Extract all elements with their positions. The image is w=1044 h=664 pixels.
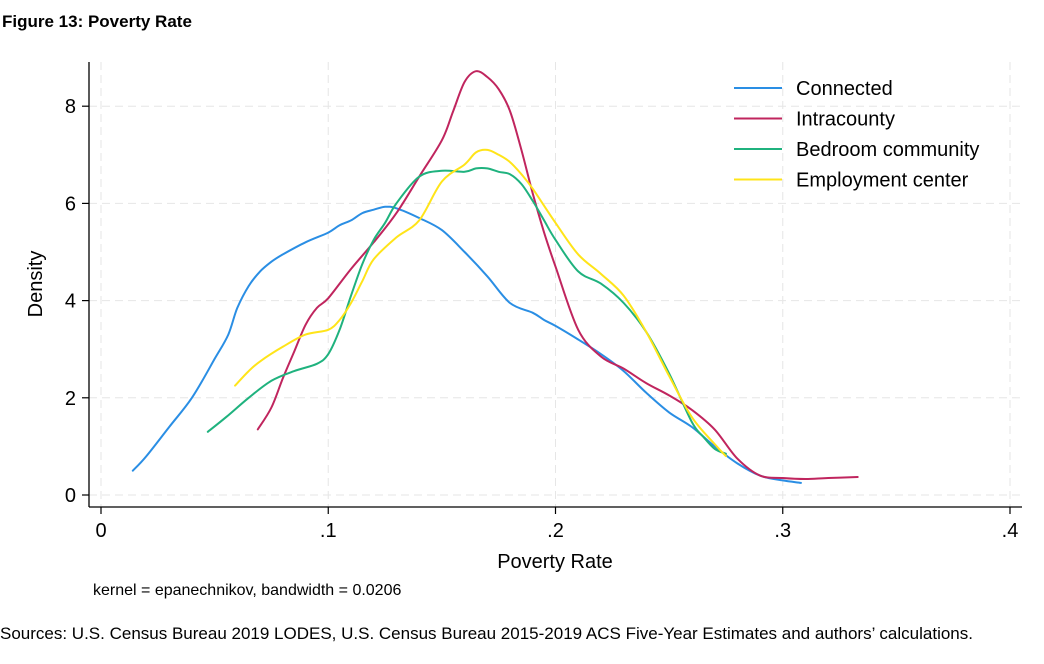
poverty-rate-density-chart: 0 2 4 6 8 0 .1 .2 .3 .4 Density Poverty Rate kern… [25,62,1022,599]
legend-label-connected: Connected [796,78,893,100]
legend-label-bedroom-community: Bedroom community [796,139,979,161]
figure-title: Figure 13: Poverty Rate [2,12,192,31]
series-lines [131,70,859,484]
legend-label-intracounty: Intracounty [796,109,895,131]
kernel-note: kernel = epanechnikov, bandwidth = 0.020… [93,582,401,599]
x-tick-label: 0 [95,520,106,542]
series-line-connected [131,205,802,484]
y-axis-title: Density [25,251,47,318]
legend-label-employment-center: Employment center [796,170,969,192]
series-line-bedroom-community [206,166,727,455]
x-tick-label: .3 [774,520,791,542]
y-tick-label: 6 [65,193,76,215]
y-tick-label: 0 [65,485,76,507]
x-tick-label: .2 [547,520,564,542]
grid-lines [89,62,1022,507]
y-tick-label: 2 [65,388,76,410]
legend: Connected Intracounty Bedroom community Emp… [734,78,979,192]
y-tick-label: 4 [65,291,76,313]
source-note: Sources: U.S. Census Bureau 2019 LODES, … [0,624,973,643]
series-line-intracounty [256,70,859,480]
series-line-employment-center [234,148,727,458]
y-tick-label: 8 [65,96,76,118]
x-axis-title: Poverty Rate [497,551,613,573]
x-tick-label: .4 [1002,520,1019,542]
ticks: 0 2 4 6 8 0 .1 .2 .3 .4 [65,96,1018,542]
x-tick-label: .1 [320,520,337,542]
